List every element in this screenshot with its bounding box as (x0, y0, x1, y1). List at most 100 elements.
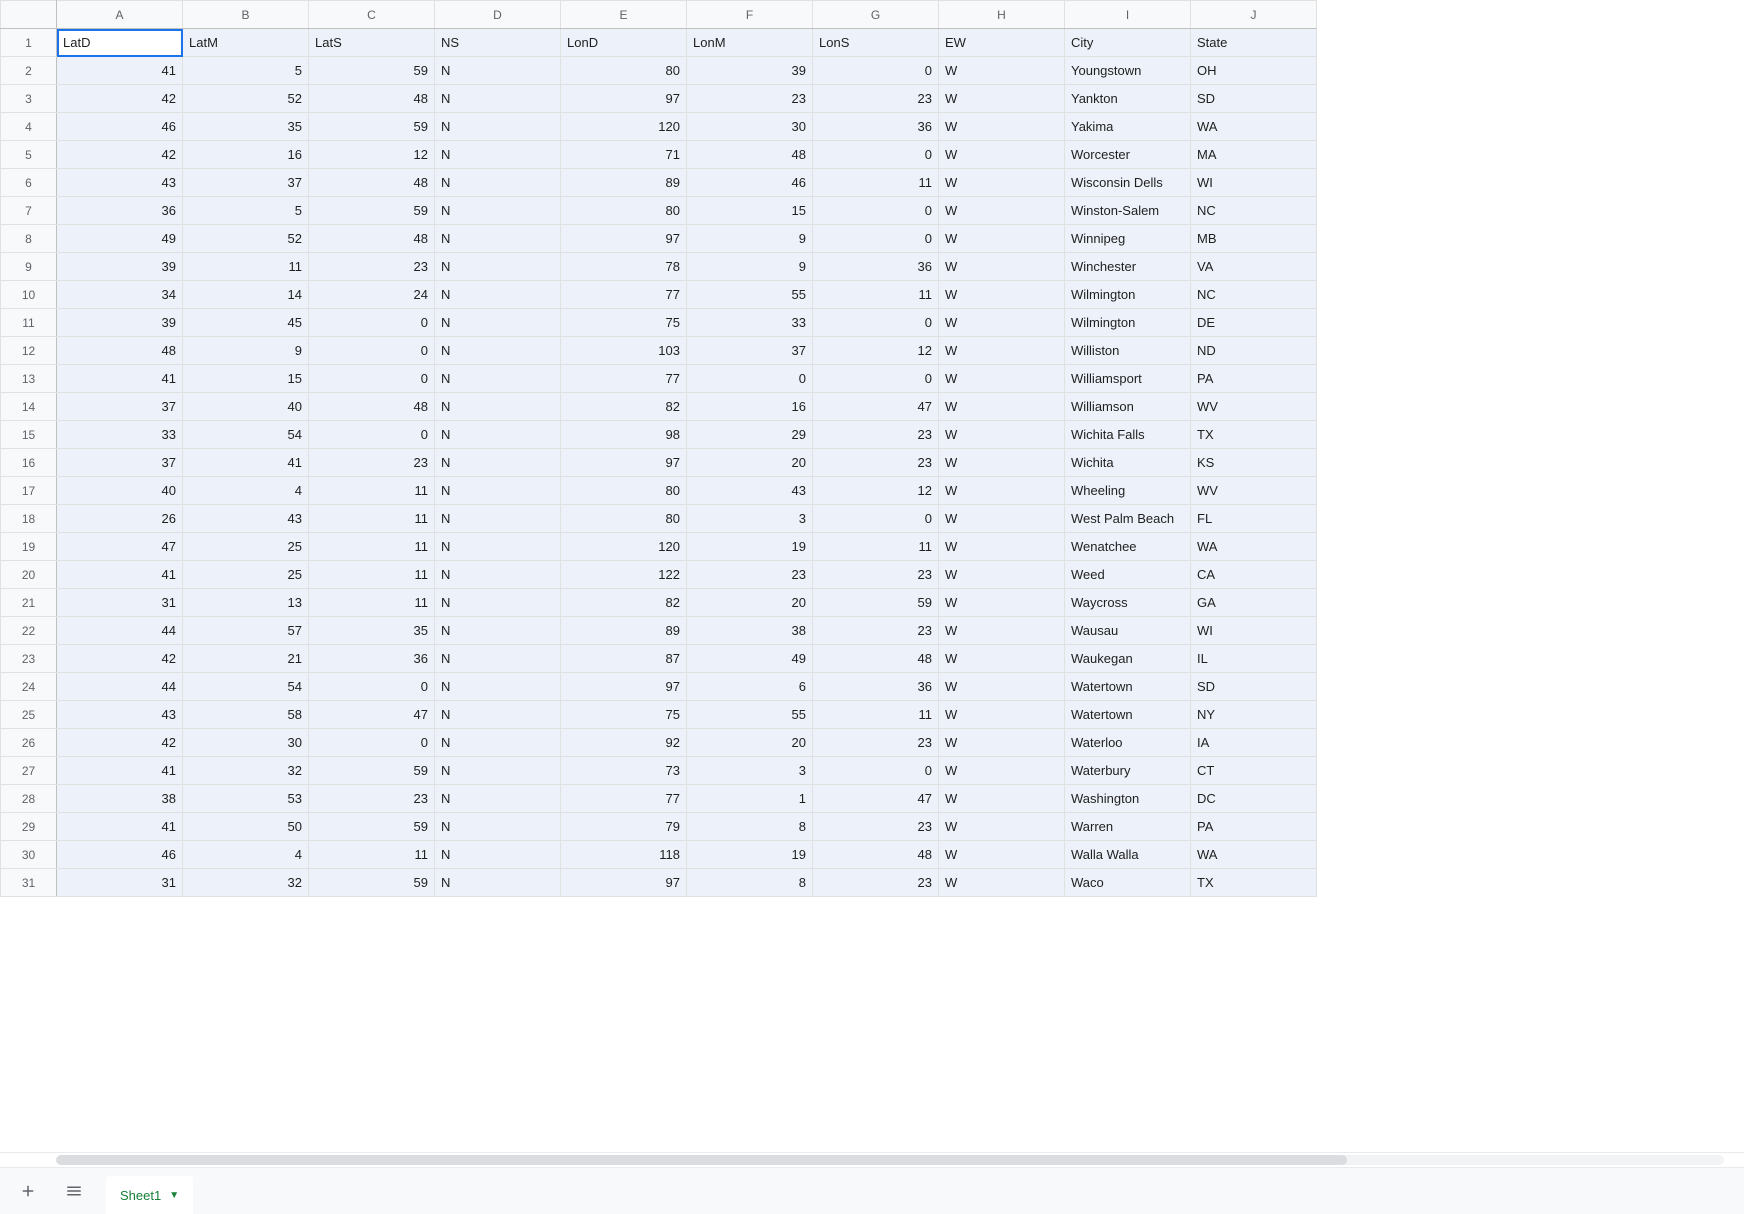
row-header-9[interactable]: 9 (1, 253, 57, 281)
cell-G6[interactable]: 11 (813, 169, 939, 197)
cell-A7[interactable]: 36 (57, 197, 183, 225)
cell-H19[interactable]: W (939, 533, 1065, 561)
cell-G5[interactable]: 0 (813, 141, 939, 169)
cell-D20[interactable]: N (435, 561, 561, 589)
cell-B24[interactable]: 54 (183, 673, 309, 701)
cell-F19[interactable]: 19 (687, 533, 813, 561)
cell-G7[interactable]: 0 (813, 197, 939, 225)
cell-A5[interactable]: 42 (57, 141, 183, 169)
cell-E18[interactable]: 80 (561, 505, 687, 533)
cell-F14[interactable]: 16 (687, 393, 813, 421)
cell-C10[interactable]: 24 (309, 281, 435, 309)
row-header-28[interactable]: 28 (1, 785, 57, 813)
cell-J10[interactable]: NC (1191, 281, 1317, 309)
cell-H15[interactable]: W (939, 421, 1065, 449)
cell-H5[interactable]: W (939, 141, 1065, 169)
cell-I30[interactable]: Walla Walla (1065, 841, 1191, 869)
cell-H2[interactable]: W (939, 57, 1065, 85)
row-header-12[interactable]: 12 (1, 337, 57, 365)
row-header-7[interactable]: 7 (1, 197, 57, 225)
cell-A11[interactable]: 39 (57, 309, 183, 337)
cell-E8[interactable]: 97 (561, 225, 687, 253)
cell-J21[interactable]: GA (1191, 589, 1317, 617)
cell-E12[interactable]: 103 (561, 337, 687, 365)
cell-D19[interactable]: N (435, 533, 561, 561)
cell-F1[interactable]: LonM (687, 29, 813, 57)
cell-J13[interactable]: PA (1191, 365, 1317, 393)
cell-A18[interactable]: 26 (57, 505, 183, 533)
cell-E29[interactable]: 79 (561, 813, 687, 841)
cell-D1[interactable]: NS (435, 29, 561, 57)
cell-C28[interactable]: 23 (309, 785, 435, 813)
cell-F22[interactable]: 38 (687, 617, 813, 645)
cell-H28[interactable]: W (939, 785, 1065, 813)
cell-C24[interactable]: 0 (309, 673, 435, 701)
cell-I8[interactable]: Winnipeg (1065, 225, 1191, 253)
cell-J20[interactable]: CA (1191, 561, 1317, 589)
row-header-17[interactable]: 17 (1, 477, 57, 505)
cell-I21[interactable]: Waycross (1065, 589, 1191, 617)
cell-A1[interactable]: LatD (57, 29, 183, 57)
row-header-19[interactable]: 19 (1, 533, 57, 561)
cell-J26[interactable]: IA (1191, 729, 1317, 757)
cell-I25[interactable]: Watertown (1065, 701, 1191, 729)
cell-D15[interactable]: N (435, 421, 561, 449)
cell-J1[interactable]: State (1191, 29, 1317, 57)
cell-A21[interactable]: 31 (57, 589, 183, 617)
cell-F4[interactable]: 30 (687, 113, 813, 141)
cell-G22[interactable]: 23 (813, 617, 939, 645)
column-header-I[interactable]: I (1065, 1, 1191, 29)
cell-B1[interactable]: LatM (183, 29, 309, 57)
cell-J3[interactable]: SD (1191, 85, 1317, 113)
cell-H23[interactable]: W (939, 645, 1065, 673)
cell-E21[interactable]: 82 (561, 589, 687, 617)
row-header-2[interactable]: 2 (1, 57, 57, 85)
cell-H26[interactable]: W (939, 729, 1065, 757)
cell-E1[interactable]: LonD (561, 29, 687, 57)
row-header-22[interactable]: 22 (1, 617, 57, 645)
cell-J19[interactable]: WA (1191, 533, 1317, 561)
cell-D25[interactable]: N (435, 701, 561, 729)
cell-E13[interactable]: 77 (561, 365, 687, 393)
cell-B4[interactable]: 35 (183, 113, 309, 141)
cell-J23[interactable]: IL (1191, 645, 1317, 673)
row-header-14[interactable]: 14 (1, 393, 57, 421)
cell-J4[interactable]: WA (1191, 113, 1317, 141)
cell-A30[interactable]: 46 (57, 841, 183, 869)
column-header-B[interactable]: B (183, 1, 309, 29)
cell-H21[interactable]: W (939, 589, 1065, 617)
cell-F9[interactable]: 9 (687, 253, 813, 281)
cell-E28[interactable]: 77 (561, 785, 687, 813)
cell-E11[interactable]: 75 (561, 309, 687, 337)
cell-A13[interactable]: 41 (57, 365, 183, 393)
cell-G2[interactable]: 0 (813, 57, 939, 85)
cell-G13[interactable]: 0 (813, 365, 939, 393)
cell-G29[interactable]: 23 (813, 813, 939, 841)
cell-E2[interactable]: 80 (561, 57, 687, 85)
cell-F21[interactable]: 20 (687, 589, 813, 617)
cell-J6[interactable]: WI (1191, 169, 1317, 197)
cell-I24[interactable]: Watertown (1065, 673, 1191, 701)
cell-H12[interactable]: W (939, 337, 1065, 365)
cell-J2[interactable]: OH (1191, 57, 1317, 85)
cell-I12[interactable]: Williston (1065, 337, 1191, 365)
cell-C15[interactable]: 0 (309, 421, 435, 449)
cell-G18[interactable]: 0 (813, 505, 939, 533)
cell-C12[interactable]: 0 (309, 337, 435, 365)
cell-I14[interactable]: Williamson (1065, 393, 1191, 421)
horizontal-scrollbar[interactable] (0, 1152, 1744, 1167)
cell-I16[interactable]: Wichita (1065, 449, 1191, 477)
cell-E30[interactable]: 118 (561, 841, 687, 869)
cell-E6[interactable]: 89 (561, 169, 687, 197)
cell-F3[interactable]: 23 (687, 85, 813, 113)
cell-A10[interactable]: 34 (57, 281, 183, 309)
cell-F2[interactable]: 39 (687, 57, 813, 85)
cell-D31[interactable]: N (435, 869, 561, 897)
column-header-C[interactable]: C (309, 1, 435, 29)
cell-E4[interactable]: 120 (561, 113, 687, 141)
cell-F23[interactable]: 49 (687, 645, 813, 673)
cell-H3[interactable]: W (939, 85, 1065, 113)
column-header-D[interactable]: D (435, 1, 561, 29)
cell-F29[interactable]: 8 (687, 813, 813, 841)
cell-C5[interactable]: 12 (309, 141, 435, 169)
